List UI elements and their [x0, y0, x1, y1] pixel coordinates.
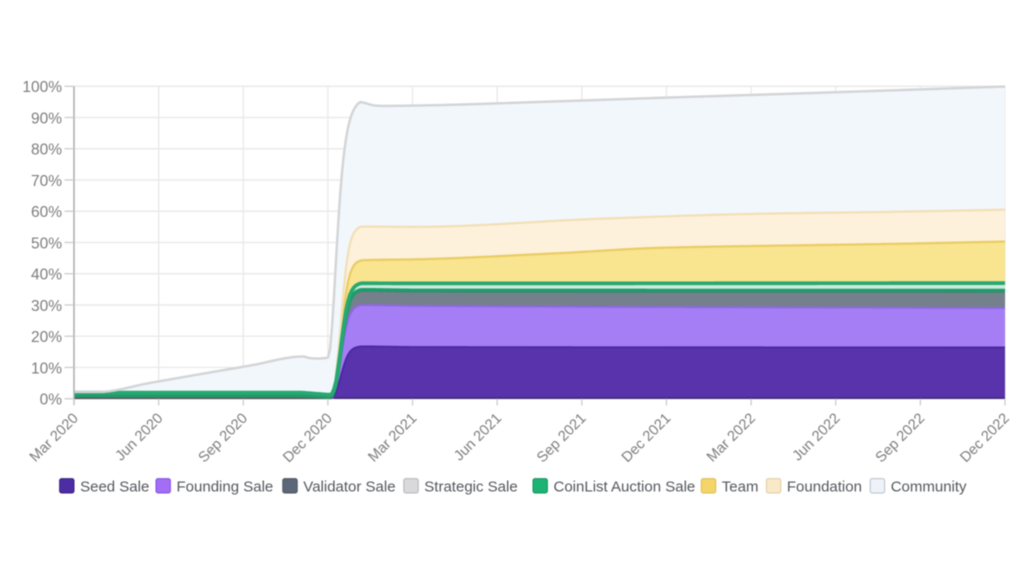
svg-text:30%: 30% — [31, 298, 62, 315]
svg-text:Validator Sale: Validator Sale — [303, 479, 395, 496]
svg-text:Team: Team — [722, 479, 759, 496]
svg-text:Foundation: Foundation — [787, 479, 862, 496]
svg-text:100%: 100% — [22, 79, 62, 96]
svg-text:40%: 40% — [31, 267, 62, 284]
svg-text:90%: 90% — [31, 110, 62, 127]
svg-text:20%: 20% — [31, 329, 62, 346]
svg-text:Seed Sale: Seed Sale — [80, 479, 149, 496]
svg-text:0%: 0% — [40, 392, 63, 409]
svg-text:Community: Community — [891, 479, 967, 496]
svg-text:CoinList Auction Sale: CoinList Auction Sale — [554, 479, 696, 496]
svg-text:Strategic Sale: Strategic Sale — [424, 479, 517, 496]
svg-text:10%: 10% — [31, 360, 62, 377]
svg-text:60%: 60% — [31, 204, 62, 221]
svg-text:Founding Sale: Founding Sale — [177, 479, 274, 496]
svg-text:70%: 70% — [31, 173, 62, 190]
svg-text:50%: 50% — [31, 235, 62, 252]
svg-text:80%: 80% — [31, 142, 62, 159]
